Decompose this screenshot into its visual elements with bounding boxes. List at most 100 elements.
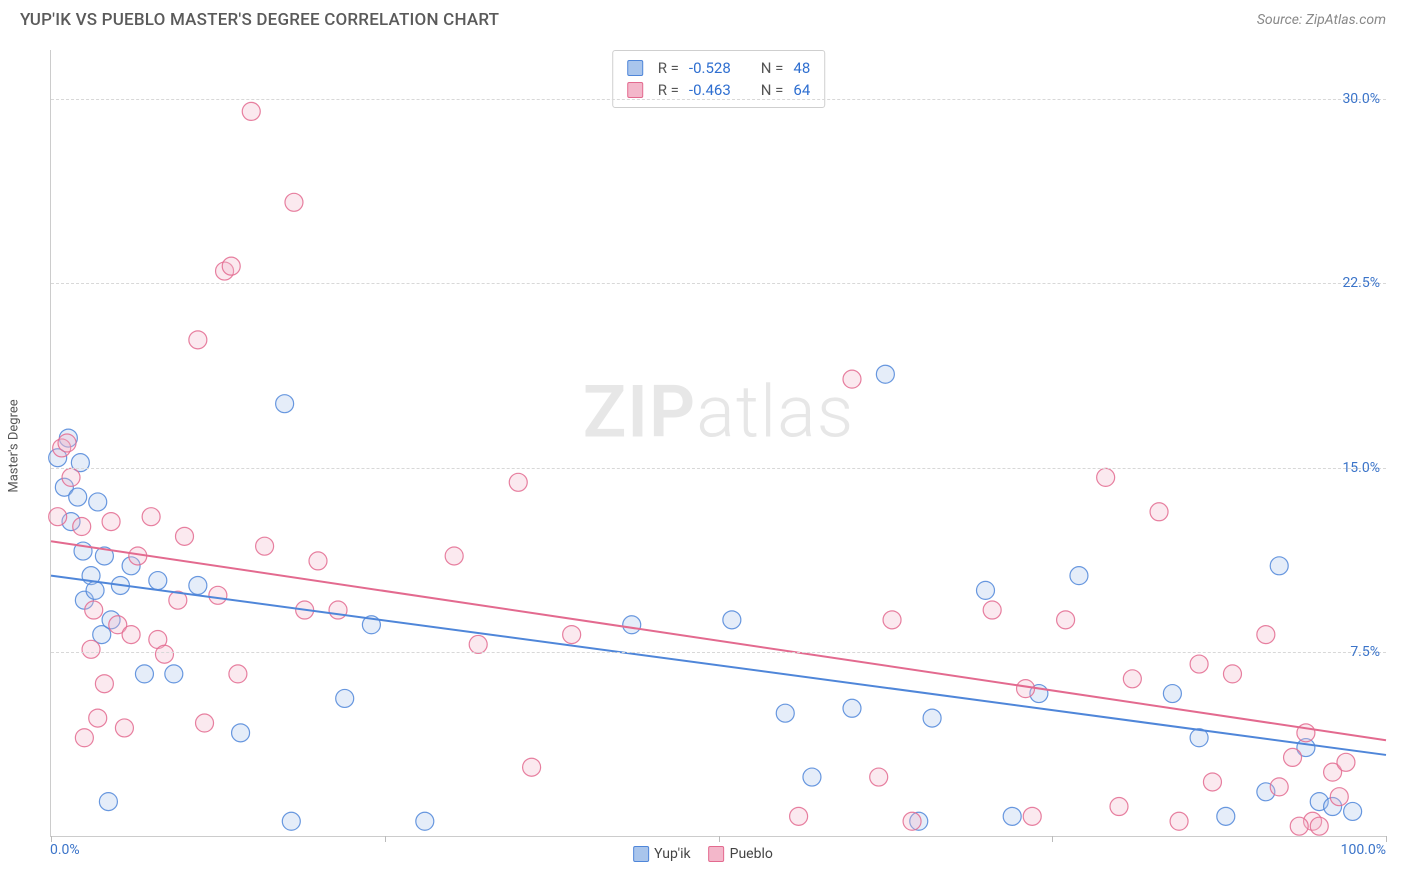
legend-label: Pueblo bbox=[730, 846, 773, 862]
scatter-point bbox=[49, 508, 67, 526]
scatter-point bbox=[232, 724, 250, 742]
scatter-point bbox=[276, 395, 294, 413]
y-tick-label: 22.5% bbox=[1342, 275, 1380, 291]
scatter-point bbox=[1203, 773, 1221, 791]
r-label: R = bbox=[658, 59, 679, 77]
scatter-point bbox=[790, 807, 808, 825]
scatter-point bbox=[469, 635, 487, 653]
scatter-point bbox=[563, 626, 581, 644]
gridline bbox=[51, 283, 1386, 284]
scatter-point bbox=[1310, 817, 1328, 835]
scatter-point bbox=[1344, 802, 1362, 820]
series-swatch-icon bbox=[627, 60, 643, 76]
scatter-point bbox=[923, 709, 941, 727]
scatter-point bbox=[1110, 798, 1128, 816]
scatter-point bbox=[229, 665, 247, 683]
scatter-point bbox=[285, 193, 303, 211]
scatter-point bbox=[73, 518, 91, 536]
legend-item: Pueblo bbox=[709, 846, 773, 862]
gridline bbox=[51, 99, 1386, 100]
scatter-point bbox=[86, 581, 104, 599]
legend-swatch-icon bbox=[709, 846, 725, 862]
scatter-point bbox=[149, 572, 167, 590]
scatter-point bbox=[196, 714, 214, 732]
scatter-point bbox=[189, 331, 207, 349]
n-label: N = bbox=[761, 81, 784, 99]
scatter-point bbox=[222, 257, 240, 275]
gridline bbox=[51, 468, 1386, 469]
scatter-point bbox=[95, 675, 113, 693]
scatter-point bbox=[723, 611, 741, 629]
scatter-point bbox=[870, 768, 888, 786]
scatter-point bbox=[155, 645, 173, 663]
scatter-point bbox=[1057, 611, 1075, 629]
chart-header: YUP'IK VS PUEBLO MASTER'S DEGREE CORRELA… bbox=[0, 0, 1406, 36]
scatter-point bbox=[62, 468, 80, 486]
y-axis-title: Master's Degree bbox=[7, 399, 22, 492]
scatter-point bbox=[1190, 655, 1208, 673]
scatter-point bbox=[82, 640, 100, 658]
r-value: -0.463 bbox=[689, 81, 731, 99]
scatter-point bbox=[1070, 567, 1088, 585]
scatter-point bbox=[1150, 503, 1168, 521]
scatter-point bbox=[883, 611, 901, 629]
scatter-point bbox=[282, 812, 300, 830]
scatter-point bbox=[803, 768, 821, 786]
scatter-point bbox=[102, 513, 120, 531]
n-value: 64 bbox=[793, 81, 810, 99]
gridline bbox=[51, 652, 1386, 653]
stats-row: R =-0.528N =48 bbox=[627, 57, 811, 79]
scatter-point bbox=[89, 709, 107, 727]
scatter-point bbox=[242, 102, 260, 120]
scatter-svg bbox=[51, 50, 1386, 836]
scatter-point bbox=[122, 626, 140, 644]
scatter-point bbox=[977, 581, 995, 599]
scatter-point bbox=[1170, 812, 1188, 830]
regression-line bbox=[51, 576, 1386, 755]
scatter-point bbox=[983, 601, 1001, 619]
scatter-point bbox=[58, 434, 76, 452]
scatter-point bbox=[416, 812, 434, 830]
scatter-point bbox=[256, 537, 274, 555]
r-value: -0.528 bbox=[689, 59, 731, 77]
scatter-point bbox=[1003, 807, 1021, 825]
scatter-point bbox=[1123, 670, 1141, 688]
scatter-point bbox=[1270, 557, 1288, 575]
scatter-point bbox=[209, 586, 227, 604]
scatter-point bbox=[509, 473, 527, 491]
r-label: R = bbox=[658, 81, 679, 99]
legend-swatch-icon bbox=[633, 846, 649, 862]
scatter-point bbox=[876, 365, 894, 383]
y-tick-label: 7.5% bbox=[1350, 644, 1380, 660]
scatter-point bbox=[1163, 685, 1181, 703]
scatter-point bbox=[843, 370, 861, 388]
legend-item: Yup'ik bbox=[633, 846, 690, 862]
scatter-point bbox=[69, 488, 87, 506]
y-tick-label: 30.0% bbox=[1342, 91, 1380, 107]
bottom-legend: Yup'ik Pueblo bbox=[633, 846, 773, 862]
scatter-point bbox=[336, 689, 354, 707]
scatter-point bbox=[1217, 807, 1235, 825]
scatter-point bbox=[135, 665, 153, 683]
scatter-point bbox=[309, 552, 327, 570]
n-label: N = bbox=[761, 59, 784, 77]
scatter-point bbox=[1257, 626, 1275, 644]
regression-line bbox=[51, 541, 1386, 740]
scatter-point bbox=[165, 665, 183, 683]
scatter-point bbox=[523, 758, 541, 776]
scatter-point bbox=[903, 812, 921, 830]
series-swatch-icon bbox=[627, 82, 643, 98]
scatter-point bbox=[1284, 748, 1302, 766]
scatter-point bbox=[843, 699, 861, 717]
legend-label: Yup'ik bbox=[654, 846, 690, 862]
scatter-point bbox=[1097, 468, 1115, 486]
scatter-point bbox=[189, 576, 207, 594]
scatter-point bbox=[1270, 778, 1288, 796]
scatter-point bbox=[115, 719, 133, 737]
scatter-point bbox=[176, 527, 194, 545]
scatter-point bbox=[142, 508, 160, 526]
scatter-point bbox=[445, 547, 463, 565]
scatter-point bbox=[1017, 680, 1035, 698]
x-tick bbox=[1386, 836, 1387, 842]
y-tick-label: 15.0% bbox=[1342, 460, 1380, 476]
